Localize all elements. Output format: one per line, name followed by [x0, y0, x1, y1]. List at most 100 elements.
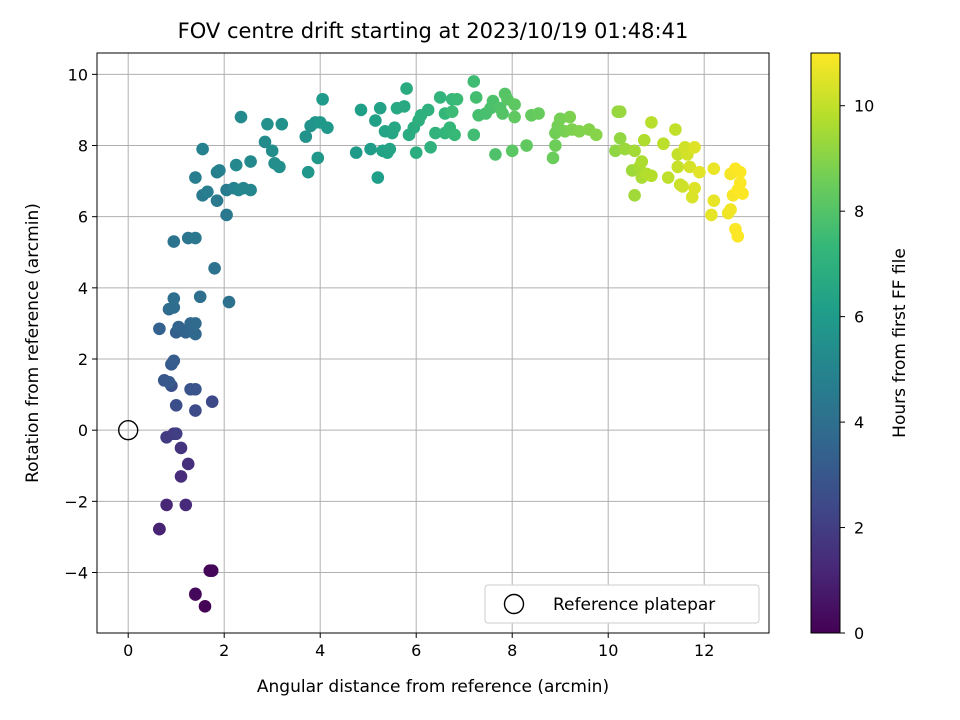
data-point [520, 139, 533, 152]
data-point [736, 187, 749, 200]
x-tick-label: 4 [315, 641, 325, 660]
y-tick-label: 6 [78, 208, 88, 227]
legend-marker-reference [503, 593, 525, 615]
data-point [160, 498, 173, 512]
data-point [369, 114, 382, 127]
data-point [409, 146, 423, 159]
data-point [210, 194, 224, 207]
data-point [671, 160, 685, 174]
data-point [373, 101, 387, 115]
y-tick-label: 2 [78, 350, 88, 369]
data-point [645, 116, 658, 129]
data-point [505, 144, 519, 158]
data-point [688, 140, 701, 154]
data-point [196, 142, 209, 156]
data-point [198, 600, 212, 613]
y-axis-label: Rotation from reference (arcmin) [23, 203, 43, 483]
data-point [244, 155, 257, 168]
data-point [189, 171, 202, 184]
colorbar: 0 2 4 6 8 10 Hours from first FF file [810, 52, 910, 643]
data-point [707, 162, 721, 175]
x-tick-label: 8 [507, 641, 517, 660]
data-point [448, 128, 461, 142]
colorbar-tick-label: 10 [854, 97, 874, 116]
data-point [724, 203, 737, 216]
data-point [546, 151, 560, 165]
data-point [733, 165, 747, 179]
data-point [169, 427, 183, 441]
legend-box [484, 584, 760, 624]
data-point [688, 181, 701, 195]
data-point [400, 82, 413, 95]
data-point [222, 295, 236, 309]
data-point [573, 124, 586, 138]
data-point [628, 189, 641, 202]
data-point [676, 180, 689, 193]
data-points [153, 75, 749, 613]
data-point [189, 327, 202, 341]
data-point [354, 103, 368, 117]
x-axis-ticks: 0 2 4 6 8 10 12 [123, 633, 714, 660]
data-point [189, 404, 202, 417]
y-tick-label: 4 [78, 279, 88, 298]
data-point [153, 522, 166, 536]
data-point [179, 498, 193, 512]
data-point [275, 117, 289, 131]
colorbar-label: Hours from first FF file [890, 248, 910, 438]
data-point [205, 564, 219, 578]
data-point [316, 92, 329, 106]
y-axis-ticks: −4 −2 0 2 4 6 8 10 [64, 65, 97, 583]
data-point [731, 229, 745, 243]
data-point [496, 107, 509, 120]
legend-label-reference: Reference platepar [553, 595, 715, 615]
data-point [469, 91, 483, 104]
colorbar-tick-label: 2 [854, 519, 864, 538]
data-point [220, 208, 233, 222]
data-point [364, 142, 377, 156]
data-point [349, 146, 363, 159]
x-tick-label: 2 [219, 641, 229, 660]
data-point [661, 171, 675, 184]
data-point [429, 126, 442, 140]
data-point [707, 194, 721, 207]
data-point [169, 398, 183, 412]
data-point [321, 121, 334, 135]
data-point [234, 110, 248, 124]
data-point [618, 142, 632, 156]
data-point [705, 208, 718, 222]
data-point [193, 290, 207, 304]
x-tick-label: 10 [598, 641, 618, 660]
data-point [205, 395, 219, 409]
data-point [424, 140, 437, 154]
data-point [167, 235, 181, 248]
data-point [563, 110, 577, 124]
colorbar-gradient [810, 52, 841, 634]
data-point [299, 130, 313, 143]
x-tick-label: 0 [123, 641, 133, 660]
data-point [693, 165, 706, 179]
data-point [467, 75, 481, 88]
legend: Reference platepar [484, 584, 760, 624]
data-point [265, 144, 279, 158]
colorbar-tick-label: 6 [854, 308, 864, 327]
data-point [174, 441, 188, 455]
data-point [383, 142, 397, 156]
y-tick-label: 0 [78, 421, 88, 440]
data-point [508, 98, 521, 111]
data-point [189, 231, 202, 245]
data-point [229, 158, 243, 172]
y-tick-label: 10 [68, 65, 88, 84]
chart-title: FOV centre drift starting at 2023/10/19 … [178, 19, 689, 43]
data-point [371, 171, 385, 184]
data-point [628, 144, 641, 158]
colorbar-ticks: 0 2 4 6 8 10 [840, 97, 874, 643]
data-point [174, 470, 188, 483]
data-point [311, 151, 325, 165]
data-point [637, 133, 651, 147]
data-point [189, 382, 202, 396]
data-point [258, 135, 272, 149]
data-point [167, 292, 181, 305]
data-point [167, 354, 181, 368]
data-point [553, 112, 567, 126]
